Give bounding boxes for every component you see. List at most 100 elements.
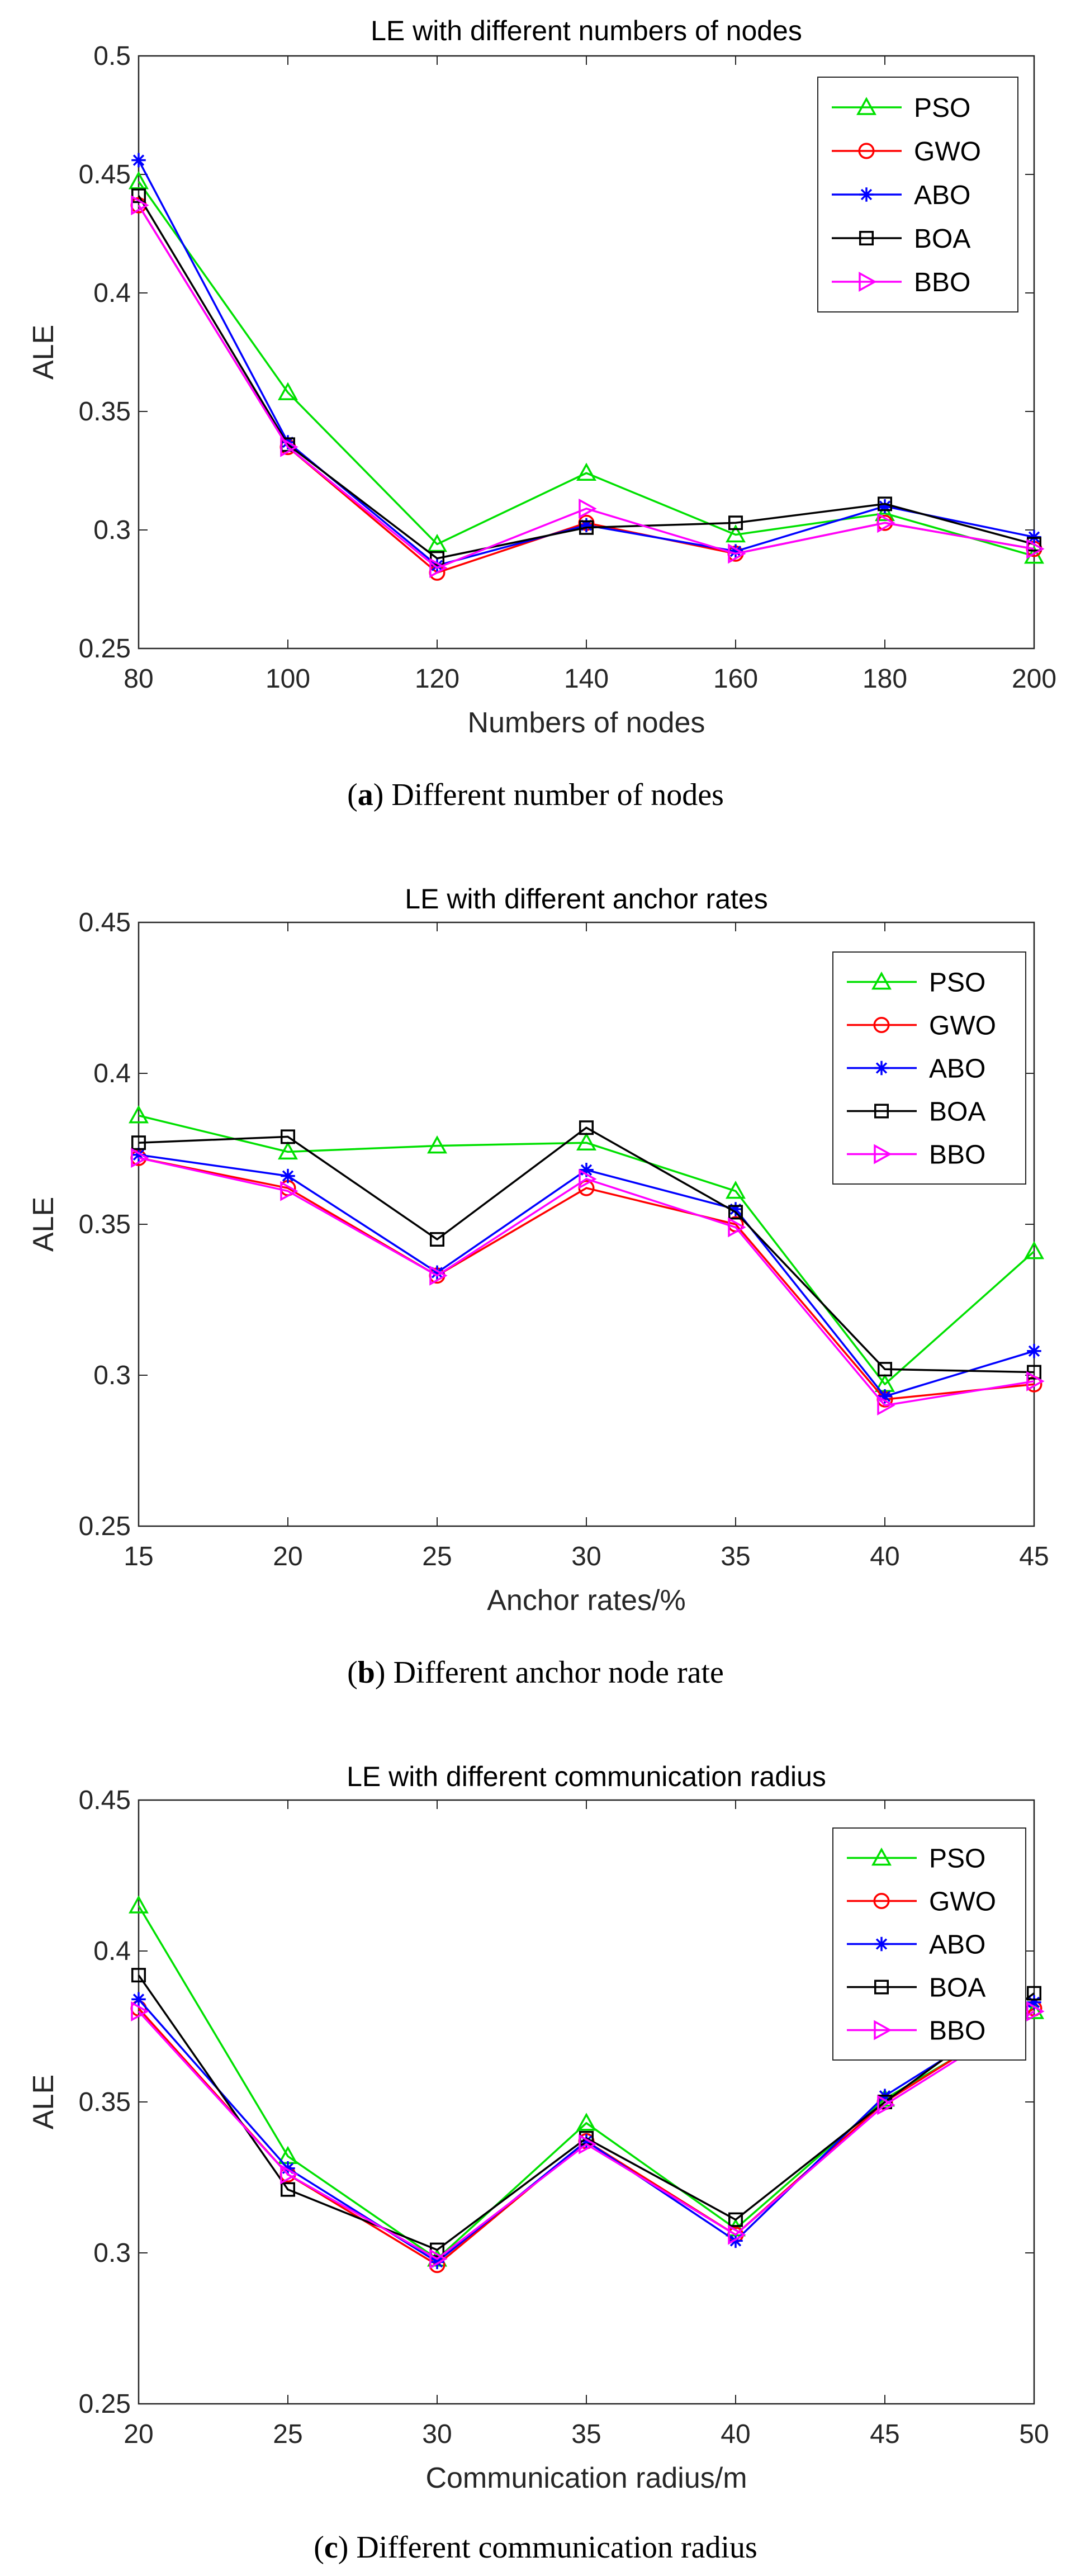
- data-point-pso: [726, 1180, 746, 1199]
- y-tick-label: 0.3: [93, 1361, 131, 1390]
- data-point-bbo: [429, 1265, 448, 1286]
- y-tick-label: 0.3: [93, 515, 131, 545]
- data-point-bbo: [1026, 1371, 1045, 1391]
- data-point-pso: [129, 1105, 149, 1124]
- legend-label: PSO: [914, 93, 970, 123]
- caption-letter-bold: a: [358, 778, 373, 812]
- data-point-abo: [1027, 1995, 1041, 2010]
- data-point-abo: [281, 1168, 295, 1183]
- series-line-bbo: [138, 2010, 1035, 2260]
- data-point-pso: [576, 462, 596, 481]
- figure-caption: (c) Different communication radius: [314, 2530, 757, 2565]
- x-tick-label: 45: [870, 2419, 899, 2449]
- y-axis-label: ALE: [27, 2075, 60, 2129]
- data-point-abo: [579, 518, 594, 533]
- x-axis-label: Communication radius/m: [425, 2462, 747, 2494]
- series-line-pso: [138, 1114, 1035, 1385]
- x-tick-label: 25: [422, 1542, 452, 1571]
- data-point-boa: [878, 496, 892, 512]
- x-tick-label: 80: [124, 664, 153, 694]
- chart-2: LE with different anchor rates 15 20 25 30 35…: [27, 883, 1049, 1690]
- legend-marker: [871, 1847, 892, 1866]
- caption-letter-close: ): [373, 778, 392, 812]
- caption-letter-close: ): [375, 1655, 394, 1690]
- series-line-boa: [138, 1126, 1035, 1374]
- data-point-abo: [1027, 1344, 1041, 1358]
- plot-area: [138, 55, 1035, 650]
- legend-marker: [874, 1060, 889, 1076]
- y-axis-label: ALE: [27, 325, 60, 380]
- data-point-pso: [576, 1132, 596, 1150]
- legend-label: BBO: [929, 1140, 985, 1170]
- legend-marker: [874, 1144, 892, 1164]
- data-point-bbo: [579, 1169, 597, 1189]
- caption-text: Different anchor node rate: [394, 1655, 724, 1690]
- legend-marker: [874, 1980, 889, 1995]
- y-axis-label: ALE: [27, 1197, 60, 1252]
- y-tick-label: 0.25: [79, 1512, 131, 1541]
- data-point-bbo: [877, 513, 895, 533]
- data-point-boa: [430, 1232, 444, 1247]
- series-line-boa: [138, 195, 1035, 560]
- y-tick-label: 0.4: [93, 1936, 131, 1966]
- y-tick-label: 0.45: [79, 908, 131, 937]
- legend-label: ABO: [914, 181, 970, 210]
- legend-label: GWO: [929, 1887, 996, 1917]
- y-tick-label: 0.45: [79, 1786, 131, 1815]
- data-point-boa: [728, 1205, 743, 1220]
- caption-letter-bold: c: [324, 2530, 338, 2565]
- y-tick-label: 0.35: [79, 2087, 131, 2117]
- legend-marker: [874, 1936, 889, 1952]
- legend-label: PSO: [929, 968, 985, 998]
- data-point-abo: [131, 1148, 146, 1162]
- legend: PSO GWO ABO BOA BBO: [832, 951, 1026, 1185]
- x-tick-label: 30: [422, 2419, 452, 2449]
- data-point-boa: [131, 188, 146, 203]
- legend-label: BOA: [929, 1097, 985, 1127]
- data-point-boa: [131, 1968, 146, 1983]
- data-point-boa: [728, 2212, 743, 2227]
- data-point-abo: [430, 1265, 444, 1280]
- y-tick-label: 0.25: [79, 2389, 131, 2419]
- data-point-boa: [728, 515, 743, 531]
- x-tick-label: 30: [571, 1542, 601, 1571]
- data-point-bbo: [429, 557, 448, 578]
- x-axis-label: Anchor rates/%: [487, 1584, 686, 1617]
- legend-label: BOA: [914, 224, 970, 254]
- data-point-abo: [878, 1389, 892, 1404]
- data-point-boa: [430, 551, 444, 566]
- chart-3: LE with different communication radius 20…: [27, 1761, 1049, 2565]
- x-tick-label: 140: [564, 664, 609, 694]
- data-point-boa: [579, 520, 594, 535]
- y-tick-label: 0.3: [93, 2238, 131, 2268]
- figure-caption: (a) Different number of nodes: [347, 778, 724, 812]
- data-point-boa: [579, 1120, 594, 1135]
- data-point-bbo: [728, 543, 746, 564]
- data-point-bbo: [877, 1395, 895, 1415]
- data-point-pso: [1024, 1240, 1044, 1259]
- legend-label: GWO: [929, 1011, 996, 1041]
- series-line-boa: [138, 1974, 1035, 2251]
- data-point-bbo: [579, 2134, 597, 2154]
- chart-title: LE with different numbers of nodes: [371, 15, 802, 46]
- legend-marker: [859, 187, 874, 202]
- legend-marker: [871, 971, 892, 990]
- data-point-abo: [131, 153, 146, 168]
- data-point-pso: [875, 503, 895, 522]
- legend: PSO GWO ABO BOA BBO: [832, 1827, 1026, 2061]
- legend-marker: [874, 1104, 889, 1119]
- data-point-bbo: [280, 437, 298, 457]
- caption-letter-close: ): [338, 2530, 357, 2565]
- legend-label: ABO: [929, 1930, 985, 1960]
- plot-area: [138, 921, 1035, 1527]
- x-tick-label: 45: [1019, 1542, 1049, 1571]
- caption-letter: (: [347, 778, 358, 812]
- x-tick-label: 40: [870, 1542, 899, 1571]
- data-point-abo: [728, 1202, 743, 1216]
- y-tick-label: 0.35: [79, 1210, 131, 1239]
- data-point-boa: [131, 1135, 146, 1150]
- legend-label: ABO: [929, 1054, 985, 1084]
- chart-1: LE with different numbers of nodes 80 100 1…: [27, 15, 1056, 812]
- x-tick-label: 20: [273, 1542, 302, 1571]
